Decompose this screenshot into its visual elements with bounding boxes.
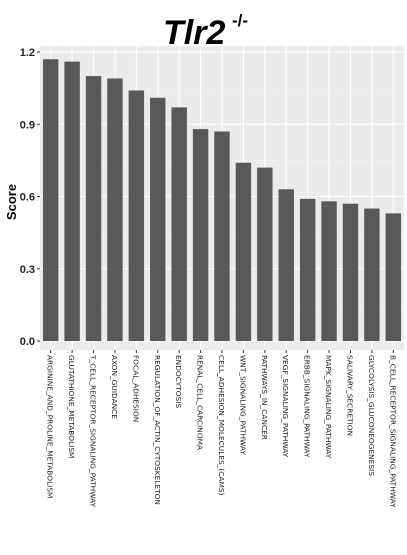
- chart-title: Tlr2: [163, 14, 225, 52]
- bar: [150, 97, 166, 341]
- y-tick-label: 0.0: [20, 336, 35, 348]
- bar: [364, 208, 380, 341]
- x-tick-label: GLYCOLYSIS_GLUCONEOGENESIS: [367, 355, 376, 476]
- bar: [321, 201, 337, 341]
- x-tick-label: FOCAL_ADHESION: [131, 355, 140, 422]
- x-tick-label: VEGF_SIGNALING_PATHWAY: [281, 355, 290, 458]
- x-tick-label: SALIVARY_SECRETION: [345, 355, 354, 436]
- bar: [128, 90, 145, 342]
- x-tick-label: MAPK_SIGNALING_PATHWAY: [324, 355, 333, 459]
- x-tick-label: REGULATION_OF_ACTIN_CYTOSKELETON: [153, 355, 162, 505]
- bar: [192, 129, 209, 341]
- x-tick-label: WNT_SIGNALING_PATHWAY: [238, 355, 247, 455]
- bar: [342, 203, 359, 341]
- bar: [385, 213, 402, 341]
- x-tick-label: ARGININE_AND_PROLINE_METABOLISM: [46, 355, 55, 498]
- bar: [278, 189, 294, 341]
- y-tick-label: 0.3: [20, 264, 35, 276]
- x-tick-label: B_CELL_RECEPTOR_SIGNALING_PATHWAY: [388, 355, 397, 508]
- y-tick-label: 1.2: [20, 47, 35, 59]
- bar: [214, 131, 230, 341]
- bar: [42, 59, 59, 341]
- bar: [64, 61, 80, 342]
- x-tick-label: RENAL_CELL_CARCINOMA: [196, 355, 205, 450]
- bar: [257, 167, 273, 341]
- chart-title-superscript: -/-: [232, 11, 248, 30]
- x-tick-label: GLUTATHIONE_METABOLISM: [67, 355, 76, 458]
- y-axis-label: Score: [4, 184, 19, 220]
- y-axis: 0.0 0.3 0.6 0.9 1.2: [20, 47, 40, 348]
- bars: [42, 59, 402, 342]
- y-tick-label: 0.6: [20, 192, 35, 204]
- x-tick-label: ENDOCYTOSIS: [174, 355, 183, 408]
- x-tick-label: PATHWAYS_IN_CANCER: [260, 355, 269, 440]
- x-tick-label: AXON_GUIDANCE: [110, 355, 119, 419]
- bar: [171, 107, 187, 342]
- bar: [299, 198, 316, 341]
- x-tick-label: ERBB_SIGNALING_PATHWAY: [303, 355, 312, 458]
- bar: [85, 76, 102, 341]
- x-tick-label: CELL_ADHESION_MOLECULES_(CAMS): [217, 355, 226, 496]
- bar: [235, 162, 252, 341]
- bar: [107, 78, 123, 341]
- x-tick-label: T_CELL_RECEPTOR_SIGNALING_PATHWAY: [89, 354, 98, 508]
- y-tick-label: 0.9: [20, 119, 35, 131]
- x-axis: ARGININE_AND_PROLINE_METABOLISM GLUTATHIO…: [46, 350, 397, 508]
